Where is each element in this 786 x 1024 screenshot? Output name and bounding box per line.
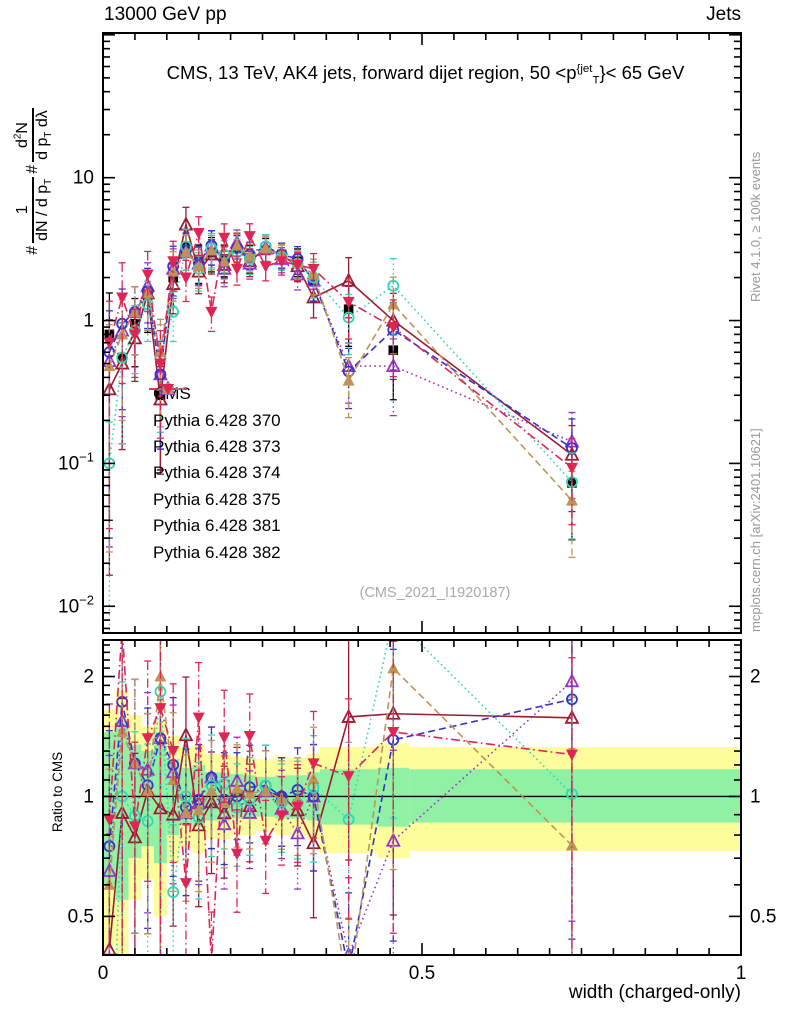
x-axis-title: width (charged-only) xyxy=(568,982,741,1003)
series-ratio-pythia-6.428-382 xyxy=(103,640,578,955)
main-y-axis-title: # 1 dN / d pT # d2N d pT dλ xyxy=(12,108,54,255)
x-tick-label: 0 xyxy=(98,963,109,984)
legend-label: Pythia 6.428 375 xyxy=(153,489,281,509)
main-y-tick-label: 10−2 xyxy=(58,592,94,617)
legend-entry-pythia-6.428-375: Pythia 6.428 375 xyxy=(148,383,281,513)
x-tick-label: 1 xyxy=(736,963,747,984)
ratio-y-tick-label-left: 2 xyxy=(83,667,94,688)
main-y-tick-label: 10−1 xyxy=(58,449,94,474)
axis-ticks xyxy=(102,33,742,956)
x-tick-label: 0.5 xyxy=(409,963,435,984)
legend-label: Pythia 6.428 370 xyxy=(153,410,281,430)
legend-label: Pythia 6.428 374 xyxy=(153,463,281,483)
legend-marker-icon xyxy=(149,384,187,396)
main-y-tick-label: 1 xyxy=(83,311,94,332)
legend-entry-pythia-6.428-370: Pythia 6.428 370 xyxy=(148,381,281,433)
series-main-pythia-6.428-382 xyxy=(103,216,578,530)
analysis-id-watermark: (CMS_2021_I1920187) xyxy=(359,585,511,601)
ratio-y-tick-label-left: 0.5 xyxy=(68,906,94,927)
beam-energy-label: 13000 GeV pp xyxy=(104,4,227,25)
legend-label: Pythia 6.428 373 xyxy=(153,436,281,456)
ratio-y-axis-title: Ratio to CMS xyxy=(50,751,65,833)
legend-label: Pythia 6.428 381 xyxy=(153,516,281,536)
rivet-version-note: Rivet 4.1.0, ≥ 100k events xyxy=(748,151,763,302)
main-y-tick-label: 10 xyxy=(73,168,94,189)
legend-entry-pythia-6.428-381: Pythia 6.428 381 xyxy=(148,382,281,539)
ratio-y-tick-label-right: 1 xyxy=(750,786,761,807)
analysis-group-label: Jets xyxy=(706,4,741,25)
ratio-y-tick-label-left: 1 xyxy=(83,786,94,807)
mcplots-note: mcplots.cern.ch [arXiv:2401.10621] xyxy=(748,428,763,632)
ratio-y-tick-label-right: 2 xyxy=(750,667,761,688)
legend-entry-pythia-6.428-373: Pythia 6.428 373 xyxy=(148,381,281,460)
ratio-y-tick-label-right: 0.5 xyxy=(750,906,776,927)
plot-title: CMS, 13 TeV, AK4 jets, forward dijet reg… xyxy=(166,62,685,87)
legend-label: Pythia 6.428 382 xyxy=(153,542,281,562)
legend-entry-pythia-6.428-382: Pythia 6.428 382 xyxy=(148,384,281,565)
legend-entry-pythia-6.428-374: Pythia 6.428 374 xyxy=(148,383,281,486)
